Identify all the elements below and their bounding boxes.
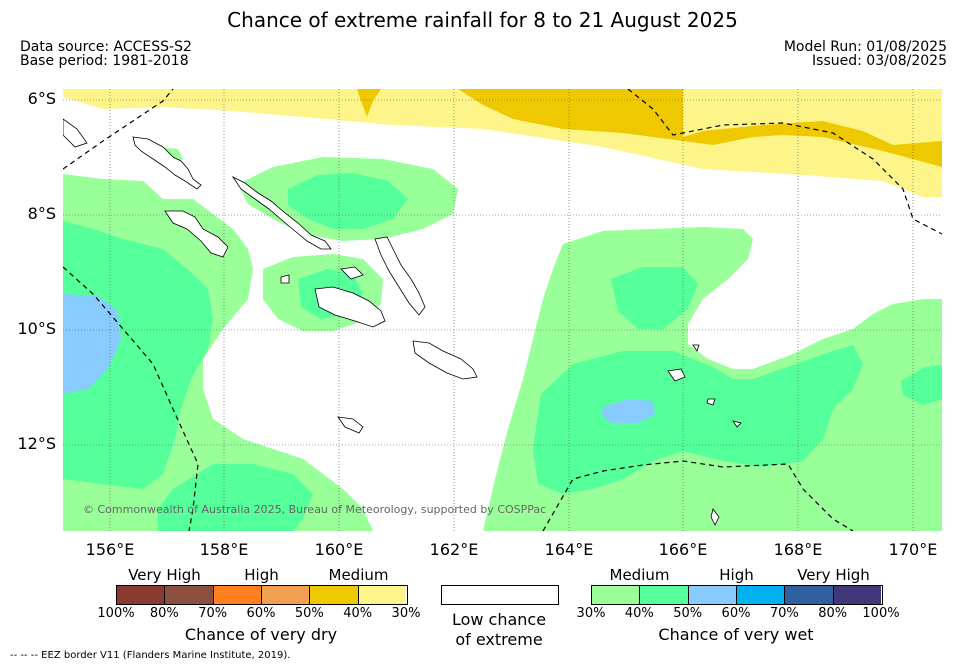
wet-mid-area-south [158,464,313,531]
rainfall-map [63,89,942,531]
dry-gold-patch [357,89,381,117]
wet-color-cell [785,586,834,604]
wet-colorbar-label: Chance of very wet [658,625,814,644]
dry-cat-medium: Medium [328,566,389,584]
map-title: Chance of extreme rainfall for 8 to 21 A… [227,8,738,32]
small-isle-6 [710,508,720,526]
wet-tick-label: 70% [769,606,799,621]
wet-colorbar [591,585,883,605]
wet-high-area-east [601,399,655,423]
base-period: Base period: 1981-2018 [20,53,189,69]
lon-label-164e: 164°E [544,540,594,559]
eez-footnote: -- -- -- EEZ border V11 (Flanders Marine… [10,650,291,661]
wet-tick-label: 40% [624,606,654,621]
dry-medium-gold-area [458,89,942,167]
dry-colorbar-label: Chance of very dry [184,625,338,644]
wet-mid-area-east [533,345,863,494]
dry-cat-very-high: Very High [128,566,201,584]
dry-color-cell [358,586,406,604]
lat-label-10s: 10°S [17,319,56,338]
lon-label-158e: 158°E [199,540,249,559]
lat-label-12s: 12°S [17,434,56,453]
dry-tick-label: 50% [294,606,324,621]
dry-tick-label: 60% [246,606,276,621]
bougainville-island [132,136,202,190]
malaita-island [374,236,426,316]
wet-color-cell [640,586,689,604]
wet-high-area-west [63,294,121,394]
low-chance-box [441,585,559,605]
dry-color-cell [165,586,214,604]
dry-colorbar [116,585,408,605]
dry-color-cell [213,586,262,604]
wet-tick-label: 50% [673,606,703,621]
guadalcanal-island [314,286,386,328]
low-chance-line1: Low chance [451,610,547,629]
graticule [63,89,942,531]
lon-label-160e: 160°E [314,540,364,559]
wet-cat-medium: Medium [609,566,670,584]
dry-color-cell [310,586,359,604]
dry-tick-label: 80% [149,606,179,621]
santa-cruz-island [667,368,686,382]
islands [63,118,742,526]
eez-borders [63,89,942,531]
small-isle-1 [706,398,716,406]
rennell-island [337,416,364,434]
wet-cat-high: High [719,566,754,584]
wet-color-cell [688,586,737,604]
wet-cat-very-high: Very High [797,566,870,584]
wet-tick-label: 100% [862,606,900,621]
wet-tick-label: 30% [576,606,606,621]
wet-mid-area-west [63,221,213,489]
lon-label-156e: 156°E [85,540,135,559]
small-isle-3 [692,344,700,352]
small-isle-4 [63,118,88,148]
dry-tick-label: 40% [343,606,373,621]
wet-color-cell [592,586,641,604]
lat-label-8s: 8°S [27,204,56,223]
small-isle-2 [732,420,742,428]
copyright-notice: © Commonwealth of Australia 2025, Bureau… [83,503,547,516]
run-info: Model Run: 01/08/2025 Issued: 03/08/2025 [784,40,947,68]
wet-color-cell [833,586,881,604]
dry-color-cell [261,586,311,604]
data-info: Data source: ACCESS-S2 Base period: 1981… [20,40,192,68]
florida-island [340,266,364,280]
lon-label-162e: 162°E [429,540,479,559]
small-isle-5 [280,274,290,284]
low-chance-line2: of extreme [455,630,543,649]
dry-color-cell [117,586,166,604]
model-run: Model Run: 01/08/2025 [783,39,947,55]
dry-cat-high: High [244,566,279,584]
lon-label-170e: 170°E [888,540,938,559]
dry-tick-label: 70% [198,606,228,621]
choiseul-island [231,175,332,250]
wet-tick-label: 60% [721,606,751,621]
new-georgia-island [164,210,229,258]
dry-medium-area [63,89,942,197]
low-chance-label: Low chance of extreme [430,610,568,650]
wet-mid-area-far-east [901,365,942,405]
data-source: Data source: ACCESS-S2 [20,39,192,55]
lon-label-168e: 168°E [773,540,823,559]
wet-color-cell [736,586,786,604]
dry-tick-label: 30% [391,606,421,621]
dry-tick-label: 100% [97,606,135,621]
wet-mid-area-east2 [611,267,698,329]
wet-tick-label: 80% [818,606,848,621]
lon-label-166e: 166°E [658,540,708,559]
makira-island [412,340,478,380]
issued-date: Issued: 03/08/2025 [812,53,947,69]
lat-label-6s: 6°S [27,89,56,108]
